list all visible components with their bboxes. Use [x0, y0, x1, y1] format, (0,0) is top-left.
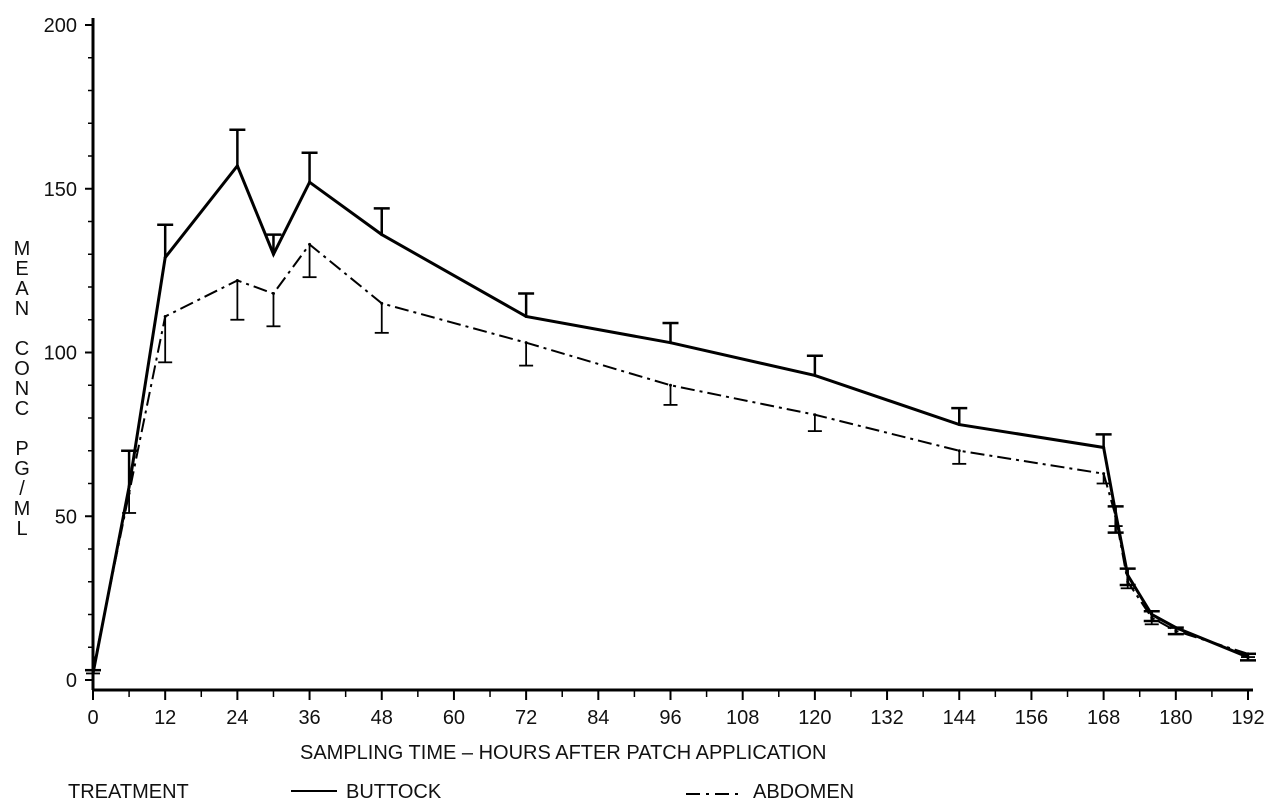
x-tick-label: 120	[798, 707, 831, 729]
x-tick-label: 60	[443, 707, 465, 729]
legend-title: TREATMENT	[68, 781, 189, 803]
x-tick-label: 0	[87, 707, 98, 729]
legend: TREATMENT BUTTOCK ABDOMEN	[68, 781, 854, 803]
y-axis-title-letter: A	[15, 278, 29, 300]
y-axis-title-letter: O	[14, 358, 30, 380]
y-tick-label: 200	[44, 15, 77, 37]
series-line-abdomen	[92, 242, 1249, 671]
y-ticks: 0 50 100 150 200	[44, 15, 93, 692]
x-tick-label: 168	[1087, 707, 1120, 729]
x-tick-label: 192	[1231, 707, 1264, 729]
x-tick-label: 12	[154, 707, 176, 729]
legend-label-abdomen: ABDOMEN	[753, 781, 854, 803]
x-ticks: 0 12 24 36 48 60 72 84 96 108 120 132 144 156 168 180 19…	[87, 690, 1265, 729]
x-tick-label: 144	[943, 707, 976, 729]
y-axis-title-letter: E	[15, 258, 28, 280]
y-axis-title-letter: C	[15, 398, 29, 420]
x-tick-label: 24	[226, 707, 248, 729]
y-axis-title-letter: N	[15, 298, 29, 320]
y-axis-title-letter: C	[15, 338, 29, 360]
x-tick-label: 180	[1159, 707, 1192, 729]
y-axis-title-letter: P	[15, 438, 28, 460]
y-axis-title-letter: G	[14, 458, 30, 480]
y-axis-title-letter: M	[14, 498, 31, 520]
axes	[91, 18, 1253, 692]
y-axis-title-letter: L	[16, 518, 27, 540]
legend-label-buttock: BUTTOCK	[346, 781, 442, 803]
y-tick-label: 150	[44, 179, 77, 201]
x-tick-label: 108	[726, 707, 759, 729]
series-abdomen	[86, 242, 1255, 675]
x-axis-title: SAMPLING TIME – HOURS AFTER PATCH APPLIC…	[300, 742, 826, 764]
x-tick-label: 132	[870, 707, 903, 729]
x-tick-label: 96	[659, 707, 681, 729]
x-tick-label: 48	[371, 707, 393, 729]
y-tick-label: 50	[55, 506, 77, 528]
y-tick-label: 100	[44, 343, 77, 365]
y-axis-title-letter: /	[19, 478, 25, 500]
y-axis-title-letter: M	[14, 238, 31, 260]
series-line-buttock	[91, 162, 1249, 674]
x-tick-label: 72	[515, 707, 537, 729]
series-layer	[85, 128, 1256, 675]
x-tick-label: 156	[1015, 707, 1048, 729]
x-tick-label: 84	[587, 707, 609, 729]
x-tick-label: 36	[298, 707, 320, 729]
y-axis-title-letter: N	[15, 378, 29, 400]
y-tick-label: 0	[66, 670, 77, 692]
